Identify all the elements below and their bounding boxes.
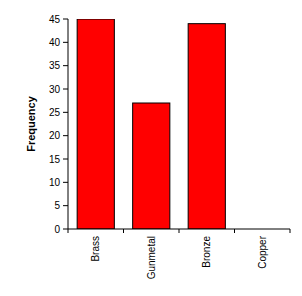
y-tick-label: 40 (49, 37, 61, 48)
x-tick (68, 229, 69, 233)
y-tick (63, 159, 68, 160)
y-tick (63, 182, 68, 183)
bar (133, 103, 170, 229)
x-tick-label: Bronze (201, 236, 212, 268)
y-tick-label: 25 (49, 107, 61, 118)
x-tick (179, 229, 180, 233)
y-axis (68, 19, 69, 229)
x-tick (123, 229, 124, 233)
bar (188, 24, 225, 229)
y-tick-label: 30 (49, 84, 61, 95)
y-tick (63, 229, 68, 230)
y-tick (63, 135, 68, 136)
x-tick-label: Copper (257, 235, 268, 268)
y-tick-label: 0 (54, 224, 60, 235)
x-tick-label: Gunmetal (146, 236, 157, 279)
y-tick (63, 89, 68, 90)
y-tick (63, 19, 68, 20)
y-tick-label: 10 (49, 177, 61, 188)
y-tick (63, 205, 68, 206)
y-tick (63, 112, 68, 113)
x-tick-label: Brass (90, 236, 101, 262)
x-tick (290, 229, 291, 233)
y-tick (63, 42, 68, 43)
bars (77, 19, 225, 229)
y-tick-label: 35 (49, 60, 61, 71)
y-tick-label: 15 (49, 154, 61, 165)
chart: 0 5 10 15 20 25 30 35 40 45 Brass Gunmetal Bronze Cop… (0, 0, 302, 296)
chart-container: 0 5 10 15 20 25 30 35 40 45 Brass Gunmetal Bronze Cop… (0, 0, 302, 296)
y-tick-label: 45 (49, 14, 61, 25)
bar (77, 19, 114, 229)
x-tick (234, 229, 235, 233)
y-tick-label: 20 (49, 130, 61, 141)
y-tick-label: 5 (54, 200, 60, 211)
y-tick (63, 65, 68, 66)
y-axis-label: Frequency (25, 95, 37, 152)
